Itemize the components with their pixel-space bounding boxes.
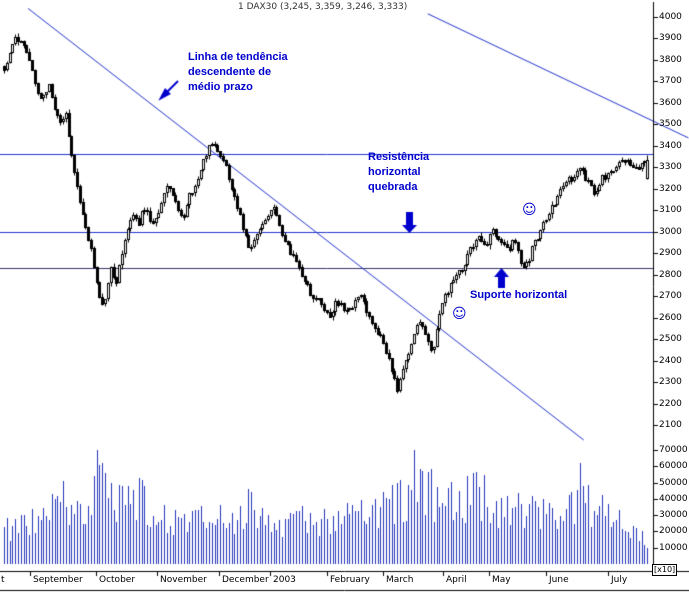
- month-label: October: [99, 575, 136, 585]
- annotation-line: médio prazo: [188, 81, 253, 93]
- volume-axis-label: 10000: [659, 543, 688, 553]
- price-axis-label: 2900: [659, 248, 682, 258]
- price-axis-label: 4000: [659, 12, 682, 22]
- smiley-icon: ☺: [522, 202, 537, 218]
- month-label: April: [446, 575, 467, 585]
- annotation-line: Linha de tendência: [188, 51, 288, 63]
- price-axis-label: 2300: [659, 377, 682, 387]
- price-axis-label: 3500: [659, 119, 682, 129]
- price-axis-label: 2100: [659, 420, 682, 430]
- month-label: May: [492, 575, 511, 585]
- volume-axis-label: 40000: [659, 494, 688, 504]
- price-axis-label: 2700: [659, 291, 682, 301]
- chart-title: 1 DAX30 (3,245, 3,359, 3,246, 3,333): [238, 2, 408, 12]
- volume-axis-label: 70000: [659, 445, 688, 455]
- price-axis-label: 3000: [659, 227, 682, 237]
- volume-axis-label: 50000: [659, 478, 688, 488]
- month-label-cut: t: [1, 575, 5, 585]
- price-axis-label: 3900: [659, 33, 682, 43]
- price-axis-label: 2400: [659, 356, 682, 366]
- smiley-icon: ☺: [452, 306, 467, 322]
- month-label: February: [330, 575, 370, 585]
- month-label: July: [611, 575, 628, 585]
- price-axis-label: 3800: [659, 55, 682, 65]
- month-label: June: [549, 575, 569, 585]
- month-label: November: [160, 575, 207, 585]
- annotation-support-note: Suporte horizontal: [470, 288, 567, 303]
- volume-axis-label: 20000: [659, 526, 688, 536]
- annotation-resistance-note: Resistência horizontal quebrada: [368, 150, 429, 195]
- scale-multiplier-badge: [x10]: [652, 564, 678, 576]
- price-axis-label: 3200: [659, 184, 682, 194]
- month-label: September: [33, 575, 83, 585]
- month-label: March: [386, 575, 414, 585]
- annotation-line: descendente de: [188, 66, 272, 78]
- price-axis-label: 2800: [659, 270, 682, 280]
- price-axis-label: 3600: [659, 98, 682, 108]
- annotation-line: Resistência: [368, 151, 430, 163]
- price-axis-label: 3100: [659, 205, 682, 215]
- volume-axis-label: 30000: [659, 510, 688, 520]
- month-label: 2003: [273, 575, 296, 585]
- price-axis-label: 2600: [659, 313, 682, 323]
- price-axis-label: 2500: [659, 334, 682, 344]
- annotation-line: horizontal: [368, 166, 421, 178]
- price-axis-label: 3700: [659, 76, 682, 86]
- month-label: December: [222, 575, 269, 585]
- price-axis-label: 2200: [659, 399, 682, 409]
- annotation-line: quebrada: [368, 181, 418, 193]
- annotation-trendline-note: Linha de tendência descendente de médio …: [188, 50, 288, 95]
- annotation-line: Suporte horizontal: [470, 289, 568, 301]
- volume-axis-label: 60000: [659, 461, 688, 471]
- price-axis-label: 3300: [659, 162, 682, 172]
- price-axis-label: 3400: [659, 141, 682, 151]
